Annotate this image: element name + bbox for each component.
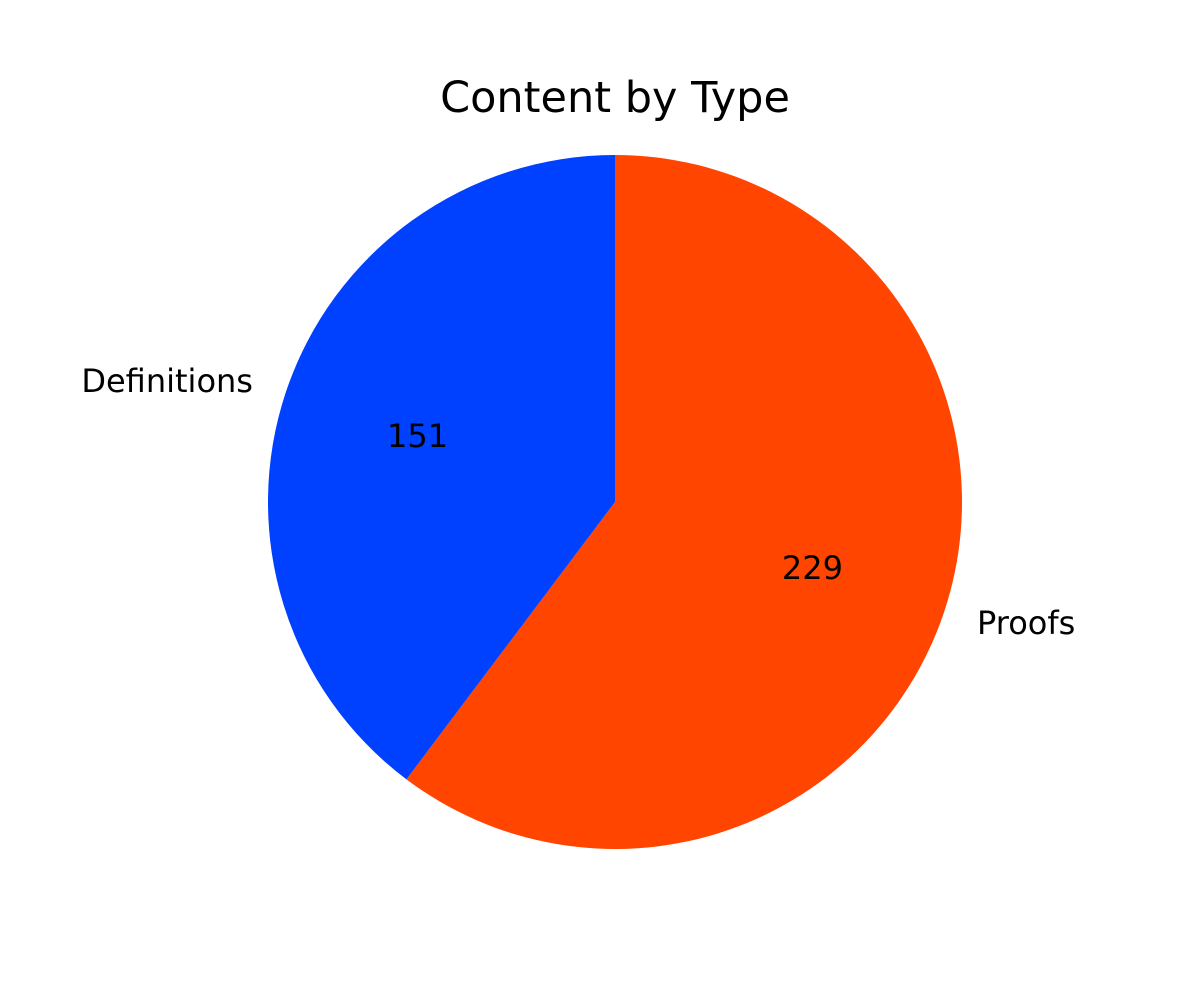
pie-slice-proofs (406, 155, 963, 849)
pie-slice-definitions (267, 154, 615, 780)
pie-labels: 229 Proofs 151 Definitions (81, 362, 1075, 642)
pie-slices (267, 154, 963, 849)
slice-category-label: Definitions (81, 362, 253, 400)
slice-value-label: 151 (387, 417, 448, 455)
chart-title: Content by Type (440, 73, 790, 123)
slice-value-label: 229 (782, 549, 843, 587)
slice-category-label: Proofs (977, 604, 1075, 642)
